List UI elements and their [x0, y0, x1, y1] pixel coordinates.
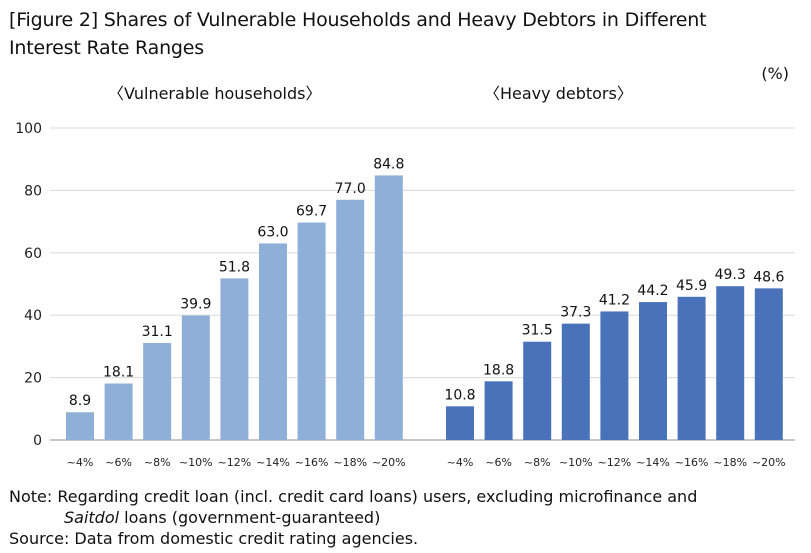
y-tick-label: 0: [33, 433, 42, 449]
data-label: 69.7: [296, 204, 327, 220]
bar-heavy-debtors: [484, 381, 513, 440]
note-italic-term: Saitdol: [64, 508, 120, 527]
data-label: 49.3: [715, 267, 746, 283]
x-tick-label: ~4%: [67, 456, 94, 469]
x-tick-label: ~18%: [333, 456, 367, 469]
data-label: 51.8: [219, 259, 250, 275]
data-label: 63.0: [257, 224, 288, 240]
note-line-1: Note: Regarding credit loan (incl. credi…: [9, 487, 698, 506]
x-tick-label: ~12%: [218, 456, 252, 469]
y-tick-label: 80: [24, 183, 42, 199]
y-tick-label: 40: [24, 308, 42, 324]
data-label: 84.8: [373, 156, 404, 172]
data-label: 10.8: [444, 387, 475, 403]
data-label: 45.9: [676, 278, 707, 294]
bar-vulnerable: [104, 383, 133, 440]
title-line-2: Interest Rate Ranges: [9, 37, 204, 59]
data-label: 41.2: [599, 292, 630, 308]
data-label: 77.0: [335, 181, 366, 197]
bar-vulnerable: [259, 243, 287, 440]
bar-vulnerable: [220, 278, 249, 440]
bar-vulnerable: [297, 222, 326, 440]
bar-heavy-debtors: [523, 341, 552, 440]
x-tick-label: ~8%: [524, 456, 551, 469]
x-tick-label: ~20%: [372, 456, 406, 469]
bar-heavy-debtors: [561, 323, 590, 440]
unit-label: (%): [761, 64, 789, 83]
bar-vulnerable: [181, 315, 210, 440]
x-tick-label: ~16%: [675, 456, 709, 469]
title-line-1: [Figure 2] Shares of Vulnerable Househol…: [9, 9, 707, 31]
bar-vulnerable: [66, 412, 94, 440]
data-label: 18.8: [483, 362, 514, 378]
data-label: 44.2: [637, 283, 668, 299]
x-tick-label: ~12%: [598, 456, 632, 469]
note-suffix: loans (government-guaranteed): [119, 508, 381, 527]
bar-vulnerable: [374, 175, 403, 440]
x-tick-label: ~14%: [256, 456, 290, 469]
bar-heavy-debtors: [600, 311, 629, 440]
figure-title: [Figure 2] Shares of Vulnerable Househol…: [9, 6, 707, 62]
group-label-heavy-debtors: 〈Heavy debtors〉: [484, 84, 633, 103]
x-tick-label: ~14%: [636, 456, 670, 469]
data-label: 37.3: [560, 305, 591, 321]
data-label: 31.1: [142, 324, 173, 340]
x-tick-label: ~6%: [485, 456, 512, 469]
y-tick-label: 20: [24, 371, 42, 387]
data-label: 39.9: [180, 297, 211, 313]
bar-heavy-debtors: [754, 288, 783, 440]
bar-vulnerable: [336, 199, 365, 440]
note-line-2: Saitdol loans (government-guaranteed): [9, 507, 697, 528]
x-tick-label: ~20%: [752, 456, 786, 469]
data-label: 18.1: [103, 365, 134, 381]
bar-heavy-debtors: [716, 286, 745, 440]
bar-vulnerable: [143, 342, 172, 440]
x-tick-label: ~16%: [295, 456, 329, 469]
x-tick-label: ~10%: [179, 456, 213, 469]
data-label: 8.9: [69, 393, 91, 409]
x-tick-label: ~10%: [559, 456, 593, 469]
y-tick-label: 60: [24, 246, 42, 262]
data-label: 48.6: [753, 269, 784, 285]
source-line: Source: Data from domestic credit rating…: [9, 529, 419, 548]
x-tick-label: ~4%: [447, 456, 474, 469]
x-tick-label: ~8%: [144, 456, 171, 469]
y-tick-label: 100: [15, 121, 42, 137]
group-label-vulnerable-households: 〈Vulnerable households〉: [108, 84, 322, 103]
bar-heavy-debtors: [677, 296, 706, 440]
notes: Note: Regarding credit loan (incl. credi…: [9, 486, 697, 549]
bar-chart: 100 80 60 40 20 0 8.9 ~4% 18.1 ~6% 31.1 ~8% 39.9 ~10%…: [15, 121, 795, 469]
bar-heavy-debtors: [446, 406, 474, 440]
x-tick-label: ~6%: [105, 456, 132, 469]
bar-heavy-debtors: [639, 302, 667, 440]
data-label: 31.5: [522, 323, 553, 339]
x-tick-label: ~18%: [713, 456, 747, 469]
